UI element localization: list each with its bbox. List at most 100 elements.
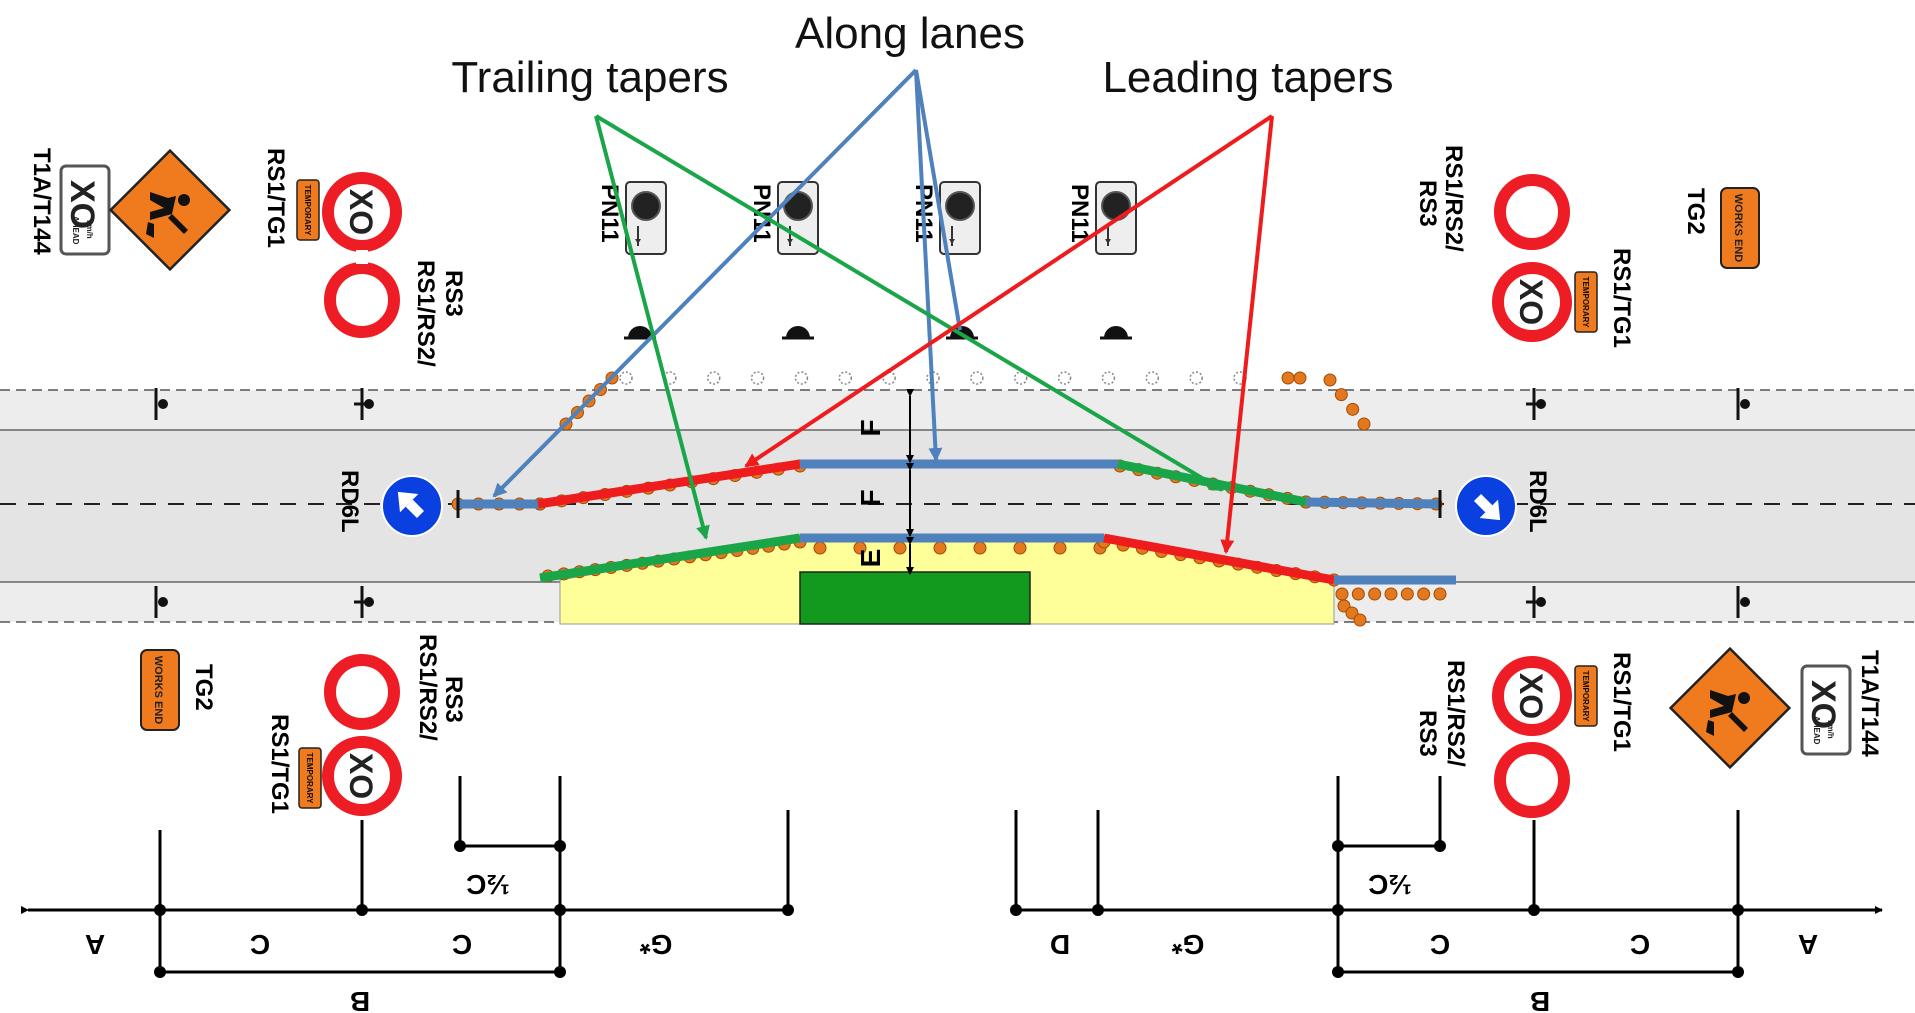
traffic-cone: [933, 541, 947, 555]
label-rs1-tg1-top-left: RS1/TG1: [262, 148, 289, 248]
label-pn11: PN11: [596, 184, 623, 243]
callout-trailing-tapers: Trailing tapers: [451, 53, 728, 102]
dimension-node: [154, 904, 166, 916]
label-rs1-rs2-top-right: RS1/RS2/: [1440, 145, 1467, 252]
blank-circle-sign-bottom-right: [1494, 742, 1570, 818]
svg-text:XO: XO: [1804, 680, 1842, 729]
speed-limit-sign-top-right: XO: [1492, 262, 1572, 342]
along-lanes-pointer-3: [914, 69, 962, 331]
dimension-node: [554, 904, 566, 916]
traffic-cone: [1346, 402, 1360, 416]
dimension-node: [1732, 904, 1744, 916]
svg-text:km/h: km/h: [85, 220, 94, 239]
blank-circle-sign-bottom-left: [324, 654, 400, 730]
traffic-cone: [1145, 371, 1160, 385]
svg-text:XO: XO: [1513, 673, 1549, 719]
traffic-cone: [1323, 373, 1337, 387]
dimension-node: [1010, 904, 1022, 916]
along-lane-right: [1305, 497, 1441, 509]
dim-e: E: [855, 549, 886, 568]
blank-circle-sign-top-left: [324, 262, 400, 338]
top-shoulder: [0, 390, 1915, 430]
keep-left-sign-right: [1455, 475, 1517, 537]
speed-limit-sign-top-left: XO: [322, 172, 402, 252]
worker-icon: [146, 192, 190, 238]
traffic-cone: [706, 371, 721, 385]
dim-c-right-1: C: [1430, 929, 1450, 960]
label-rd6l-right: RD6L: [1524, 470, 1551, 533]
speed-limit-sign-bottom-left: XO: [322, 736, 402, 816]
traffic-cone: [1353, 613, 1367, 627]
traffic-cone: [1334, 388, 1348, 402]
label-rs1-tg1-bottom-right: RS1/TG1: [1608, 652, 1635, 752]
traffic-cone: [794, 371, 809, 385]
dim-c-left-1: C: [250, 929, 270, 960]
dim-a-right: A: [1798, 929, 1818, 960]
lane-width-dimensions: F F E: [855, 389, 914, 575]
flashing-light-stand: [628, 326, 652, 338]
along-lanes-pointer-1: [492, 68, 918, 498]
svg-text:TEMPORARY: TEMPORARY: [1581, 277, 1590, 328]
work-zone: [799, 571, 1031, 625]
dimension-node: [782, 904, 794, 916]
traffic-cone: [1368, 587, 1382, 601]
delineator-posts: [154, 388, 1750, 618]
dimension-node: [1528, 904, 1540, 916]
label-rs1-tg1-top-right: RS1/TG1: [1608, 248, 1635, 348]
svg-text:AHEAD: AHEAD: [71, 216, 80, 245]
delineator-reflector: [1740, 597, 1750, 607]
pn11-flashing-arrow-sign: PN11: [1066, 181, 1137, 255]
traffic-cone: [970, 371, 984, 385]
dim-b-left: B: [350, 986, 370, 1013]
svg-text:TEMPORARY: TEMPORARY: [1581, 671, 1590, 722]
leading-taper-bottom-right: [1103, 533, 1335, 585]
label-rs3-top-left: RS3: [440, 270, 467, 317]
dim-half-c-left: ½C: [466, 869, 510, 900]
trailing-tapers-pointer-1: [594, 115, 710, 540]
works-end-sign-bottom-left: WORKS END: [140, 649, 180, 731]
label-rs3-bottom-left: RS3: [440, 676, 467, 723]
temporary-plate-top-left: TEMPORARY: [296, 179, 320, 241]
dim-a-left: A: [85, 929, 105, 960]
lane-lines: [456, 459, 1456, 585]
traffic-cone: [1053, 541, 1067, 555]
traffic-cone: [1189, 371, 1203, 385]
dimension-node: [356, 904, 368, 916]
pn11-signs: PN11 PN11 PN11 PN11: [596, 181, 1137, 255]
label-tg2-top-right: TG2: [1682, 188, 1709, 235]
flashing-light-icon: [631, 191, 661, 221]
label-pn11: PN11: [1066, 184, 1093, 243]
leading-taper-left: [537, 459, 801, 509]
label-rs1-rs2-bottom-left: RS1/RS2/: [414, 634, 441, 741]
label-t1a-t144-bottom-right: T1A/T144: [1856, 650, 1883, 757]
label-rs1-tg1-bottom-left: RS1/TG1: [266, 714, 293, 814]
flashing-light-stand: [786, 326, 810, 338]
svg-text:XO: XO: [343, 753, 379, 799]
works-end-sign-top-right: WORKS END: [1720, 187, 1760, 269]
svg-text:XO: XO: [343, 189, 379, 235]
dimension-node: [1332, 840, 1344, 852]
label-rs1-rs2-bottom-right: RS1/RS2/: [1442, 660, 1469, 767]
callout-pointers: [492, 68, 1274, 554]
dimension-node: [1332, 966, 1344, 978]
dimension-nodes-right: [1010, 840, 1744, 978]
traffic-cone: [1101, 371, 1116, 385]
dim-b-right: B: [1530, 986, 1550, 1013]
label-t1a-t144-top-left: T1A/T144: [28, 148, 55, 255]
traffic-cone: [1400, 587, 1414, 601]
dim-g-star-right: G*: [1172, 929, 1205, 960]
label-rd6l-left: RD6L: [336, 470, 363, 533]
speed-ahead-plate-top-left: XO km/h AHEAD: [59, 164, 111, 256]
trailing-tapers-pointer-2: [594, 114, 1224, 492]
dimension-nodes-left: [154, 840, 794, 978]
dim-c-right-2: C: [1630, 929, 1650, 960]
keep-left-arrow-icon: [397, 491, 425, 519]
traffic-cone: [1013, 541, 1027, 555]
speed-limit-sign-bottom-right: XO: [1492, 656, 1572, 736]
traffic-cone: [813, 541, 827, 555]
dimension-node: [554, 840, 566, 852]
keep-left-arrow-icon: [1473, 493, 1501, 521]
roadwork-worker-sign-top-left: [108, 148, 232, 272]
label-tg2-bottom-left: TG2: [190, 664, 217, 711]
